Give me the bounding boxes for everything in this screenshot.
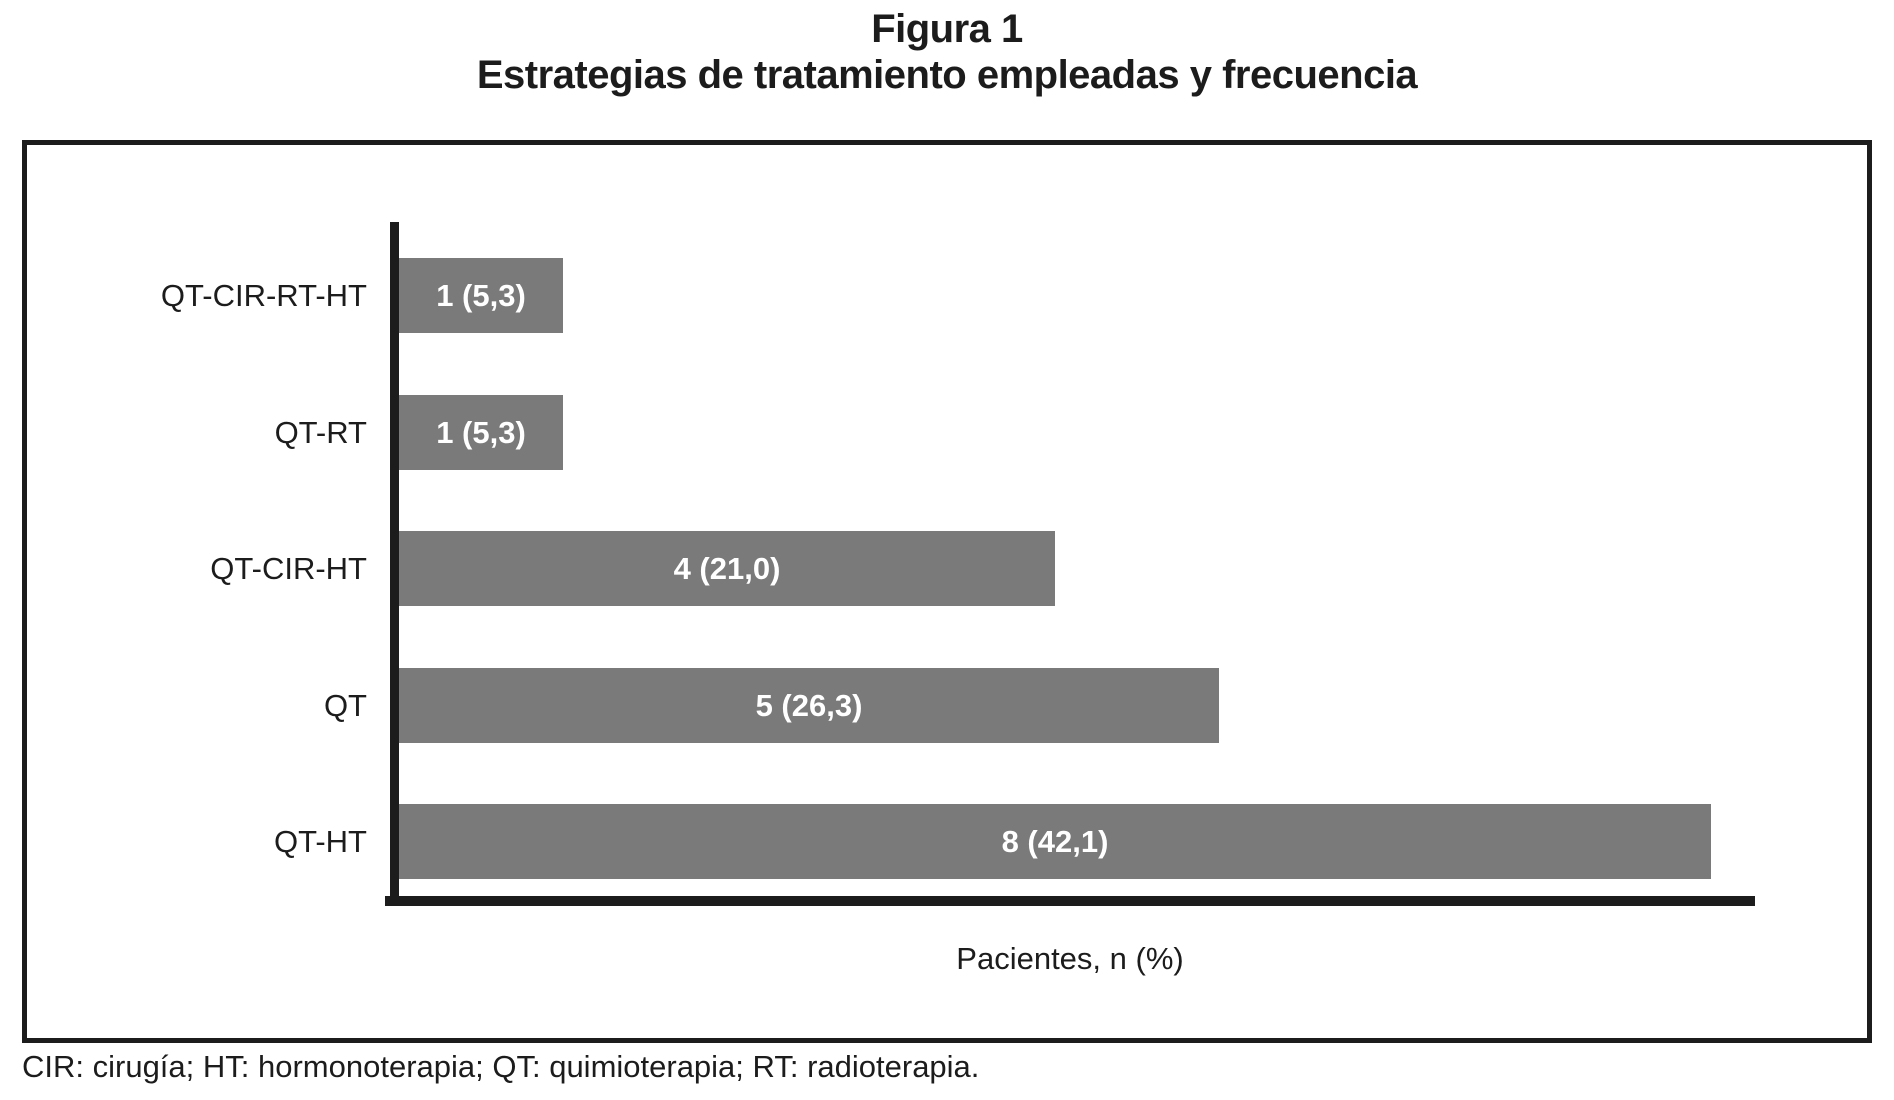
category-label: QT-HT <box>274 824 367 859</box>
y-axis-line <box>390 222 399 906</box>
bar: 8 (42,1) <box>399 804 1711 879</box>
bar: 1 (5,3) <box>399 258 563 333</box>
bar: 1 (5,3) <box>399 395 563 470</box>
x-axis-label: Pacientes, n (%) <box>956 941 1184 976</box>
bar-value-label: 4 (21,0) <box>673 550 781 586</box>
category-label: QT-RT <box>274 415 367 450</box>
bar-value-label: 1 (5,3) <box>436 277 526 313</box>
x-axis-line <box>385 896 1755 906</box>
bar: 5 (26,3) <box>399 668 1219 743</box>
category-label: QT-CIR-HT <box>210 551 367 586</box>
bar-value-label: 1 (5,3) <box>436 414 526 450</box>
figure-title: Figura 1 Estrategias de tratamiento empl… <box>0 6 1894 98</box>
category-label: QT-CIR-RT-HT <box>160 278 367 313</box>
category-label: QT <box>323 688 367 723</box>
figure-number: Figura 1 <box>871 7 1023 51</box>
figure-subtitle: Estrategias de tratamiento empleadas y f… <box>476 53 1418 97</box>
bar-value-label: 5 (26,3) <box>755 687 863 723</box>
bar-value-label: 8 (42,1) <box>1001 823 1109 859</box>
chart-box: QT-CIR-RT-HT 1 (5,3) QT-RT 1 (5,3) QT-CIR-HT… <box>22 140 1872 1043</box>
footnote: CIR: cirugía; HT: hormonoterapia; QT: qu… <box>22 1049 980 1084</box>
bar: 4 (21,0) <box>399 531 1055 606</box>
